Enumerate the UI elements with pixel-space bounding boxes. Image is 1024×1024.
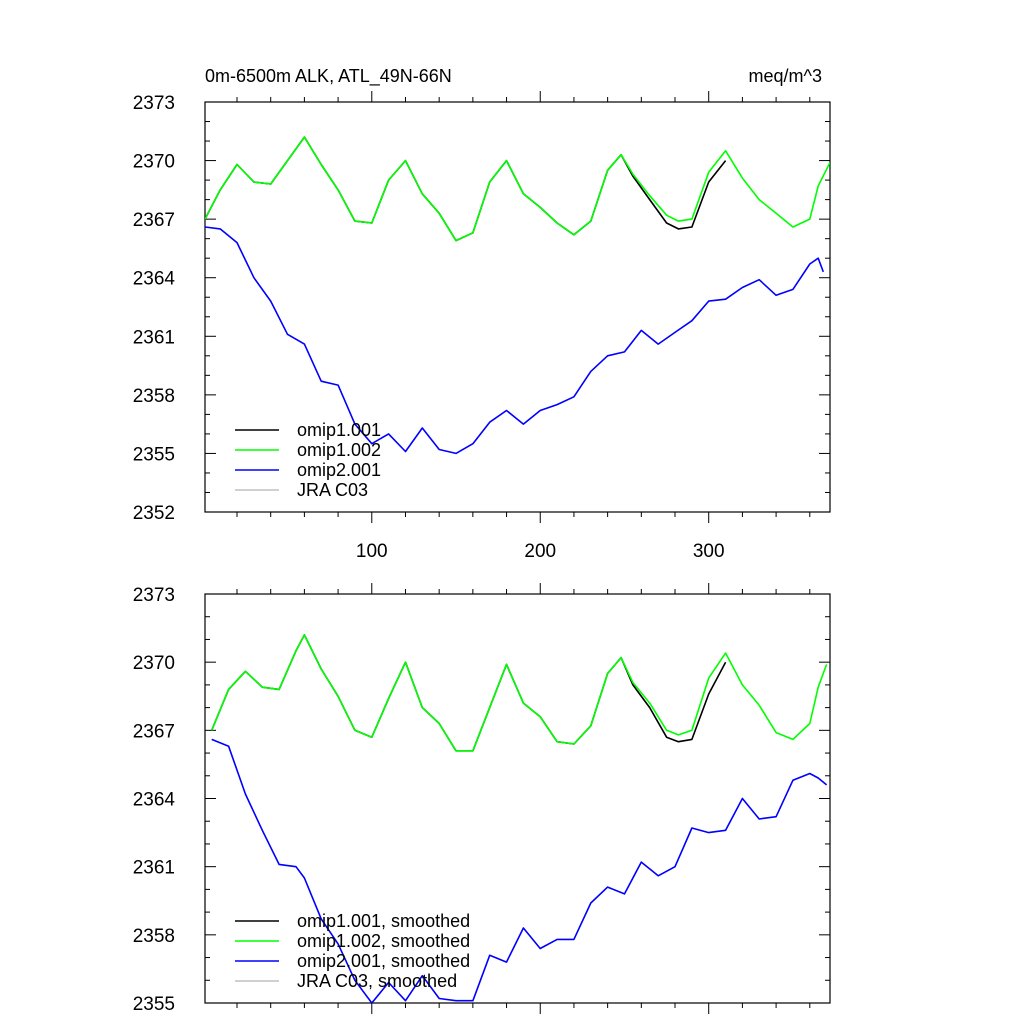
chart-panel-1: 2352 2355 2358 2361 2364 2367 2370 2373 100 200 30… bbox=[133, 66, 831, 562]
y-tick-label: 2352 bbox=[133, 503, 175, 524]
series-layer bbox=[210, 634, 828, 1003]
y-tick-label: 2367 bbox=[133, 721, 175, 742]
series-line-3 bbox=[205, 226, 825, 455]
y-tick-label: 2370 bbox=[133, 653, 175, 674]
x-tick-label: 300 bbox=[693, 541, 725, 562]
y-tick-label: 2355 bbox=[133, 444, 175, 465]
x-tick-label: 100 bbox=[356, 541, 388, 562]
plot-frame bbox=[204, 101, 831, 513]
y-tick-label: 2373 bbox=[133, 93, 175, 114]
legend-label: omip1.001, smoothed bbox=[297, 911, 470, 931]
y-tick-label: 2358 bbox=[133, 926, 175, 947]
y-tick-label: 2373 bbox=[133, 585, 175, 606]
y-tick-label: 2364 bbox=[133, 269, 176, 290]
y-tick-label: 2370 bbox=[133, 152, 175, 173]
legend-label: JRA C03 bbox=[297, 480, 368, 500]
y-tick-label: 2367 bbox=[133, 210, 175, 231]
legend-label: omip2.001, smoothed bbox=[297, 951, 470, 971]
legend-label: omip2.001 bbox=[297, 460, 381, 480]
series-line-3 bbox=[211, 738, 828, 1003]
legend-label: JRA C03, smoothed bbox=[297, 971, 457, 991]
y-tick-label: 2355 bbox=[133, 994, 175, 1015]
series-line-1 bbox=[210, 634, 727, 752]
legend-label: omip1.001 bbox=[297, 420, 381, 440]
y-tick-label: 2364 bbox=[133, 790, 176, 811]
units-label: meq/m^3 bbox=[749, 66, 822, 86]
series-line-2 bbox=[205, 136, 830, 242]
y-tick-label: 2361 bbox=[133, 858, 175, 879]
legend-label: omip1.002 bbox=[297, 440, 381, 460]
y-tick-label: 2361 bbox=[133, 327, 175, 348]
legend-label: omip1.002, smoothed bbox=[297, 931, 470, 951]
chart-title: 0m-6500m ALK, ATL_49N-66N bbox=[205, 66, 452, 87]
x-tick-label: 200 bbox=[524, 541, 556, 562]
series-layer bbox=[205, 136, 830, 455]
series-line-1 bbox=[205, 136, 727, 242]
chart-panel-2: 2355 2358 2361 2364 2367 2370 2373 omip1.001, s… bbox=[133, 583, 831, 1015]
series-line-2 bbox=[210, 634, 828, 752]
y-tick-label: 2358 bbox=[133, 386, 175, 407]
